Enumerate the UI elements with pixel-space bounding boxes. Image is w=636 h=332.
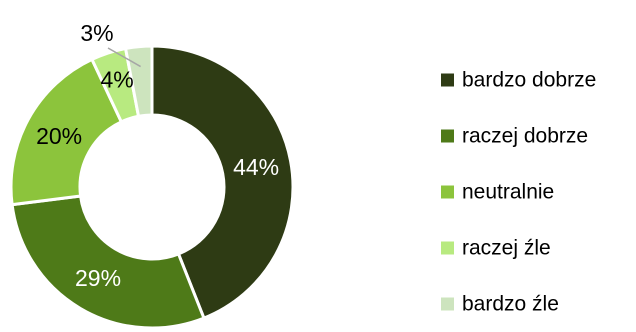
donut-slices: [9, 44, 295, 330]
data-label-neutralnie: 20%: [36, 123, 82, 149]
legend-swatch-bardzo-dobrze: [441, 73, 454, 87]
legend-label-bardzo-zle: bardzo źle: [462, 293, 559, 316]
legend-label-raczej-zle: raczej źle: [462, 237, 551, 260]
legend-swatch-raczej-zle: [441, 241, 454, 255]
data-label-bardzo-zle: 3%: [80, 20, 113, 46]
data-labels: 44% 29% 20% 4% 3%: [36, 20, 279, 291]
slice-bardzo-zle: [123, 44, 154, 119]
slice-neutralnie: [9, 57, 124, 207]
legend: bardzo dobrze raczej dobrze neutralnie racz…: [441, 69, 596, 316]
slice-raczej-dobrze: [10, 194, 206, 330]
legend-item-bardzo-zle: bardzo źle: [441, 293, 559, 316]
legend-item-raczej-zle: raczej źle: [441, 237, 551, 260]
legend-swatch-raczej-dobrze: [441, 129, 454, 143]
legend-label-raczej-dobrze: raczej dobrze: [462, 125, 588, 148]
slice-bardzo-dobrze: [150, 44, 295, 321]
legend-swatch-neutralnie: [441, 185, 454, 199]
data-label-raczej-dobrze: 29%: [75, 265, 121, 291]
leader-line-bardzo-zle: [107, 47, 141, 68]
legend-item-bardzo-dobrze: bardzo dobrze: [441, 69, 596, 92]
legend-swatch-bardzo-zle: [441, 297, 454, 311]
legend-item-raczej-dobrze: raczej dobrze: [441, 125, 588, 148]
legend-item-neutralnie: neutralnie: [441, 181, 554, 204]
data-label-raczej-zle: 4%: [100, 67, 133, 93]
legend-label-neutralnie: neutralnie: [462, 181, 554, 204]
legend-label-bardzo-dobrze: bardzo dobrze: [462, 69, 596, 92]
leader-lines: [107, 47, 141, 68]
data-label-bardzo-dobrze: 44%: [233, 154, 279, 180]
